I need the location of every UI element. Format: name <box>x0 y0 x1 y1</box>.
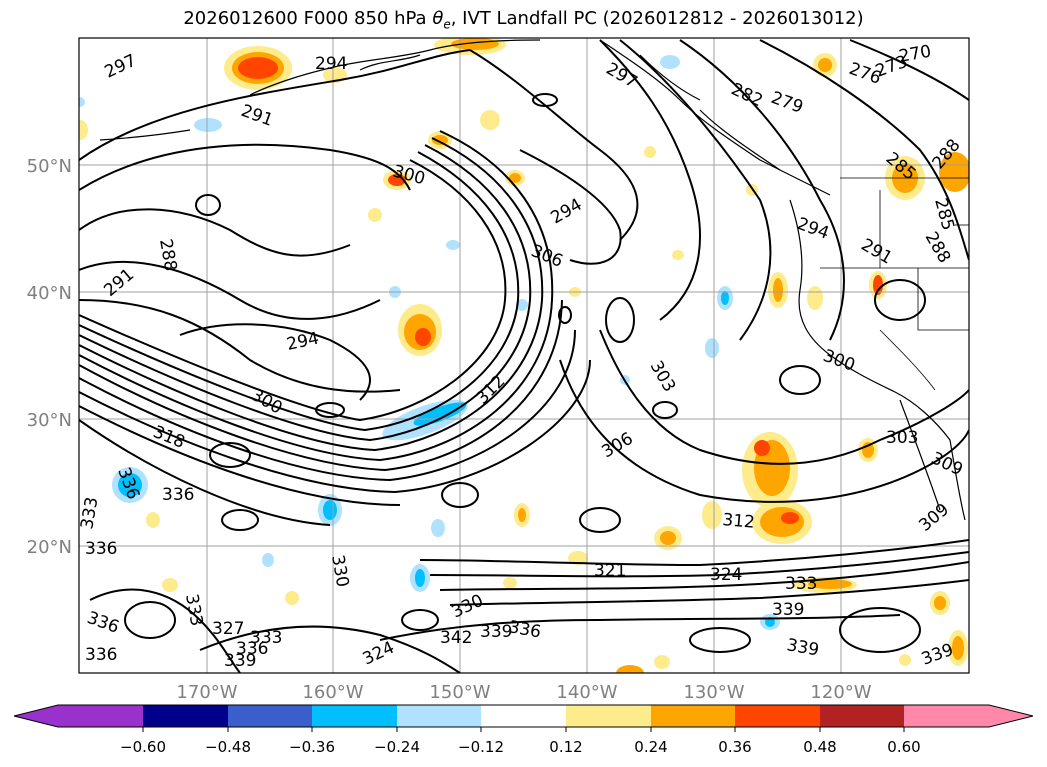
lon-label: 150°W <box>429 682 490 703</box>
coastlines <box>99 39 966 521</box>
lat-label: 20°N <box>27 537 72 558</box>
colorbar-segment <box>58 705 143 727</box>
colorbar-tick-label: 0.60 <box>887 738 920 756</box>
lon-label: 120°W <box>810 682 871 703</box>
contour-label: 312 <box>722 510 756 533</box>
colorbar-segment <box>566 705 651 727</box>
lon-label: 140°W <box>556 682 617 703</box>
lat-label: 40°N <box>27 283 72 304</box>
contour-label: 336 <box>85 539 117 559</box>
colorbar-tick-label: −0.60 <box>120 738 166 756</box>
colorbar-segment <box>904 705 989 727</box>
colorbar-segment <box>228 705 312 727</box>
lon-label: 130°W <box>683 682 744 703</box>
contour-label: 339 <box>772 600 804 620</box>
contour-label: 339 <box>224 651 256 671</box>
colorbar-tick-label: 0.12 <box>549 738 582 756</box>
lon-label: 170°W <box>176 682 237 703</box>
longitude-labels: 170°W 160°W 150°W 140°W 130°W 120°W <box>176 682 871 703</box>
contour-label: 321 <box>594 561 626 581</box>
colorbar-min-extension <box>14 705 58 727</box>
contour-label: 303 <box>886 428 918 448</box>
contour-label: 333 <box>77 495 102 530</box>
map-frame <box>78 37 970 674</box>
colorbar-max-extension <box>989 705 1033 727</box>
colorbar-tick-label: −0.36 <box>289 738 335 756</box>
colorbar-outline <box>13 704 1034 728</box>
map-title: 2026012600 F000 850 hPa θe, IVT Landfall… <box>183 8 864 32</box>
colorbar-tick-label: 0.24 <box>634 738 667 756</box>
negative-anomaly-shading <box>79 55 780 630</box>
latitude-labels: 50°N 40°N 30°N 20°N <box>27 156 72 558</box>
colorbar-tick-label: 0.36 <box>718 738 751 756</box>
colorbar-tick-label: −0.24 <box>374 738 420 756</box>
colorbar: −0.60 −0.48 −0.36 −0.24 −0.12 0.12 0.24 … <box>13 704 1034 756</box>
colorbar-segment <box>397 705 481 727</box>
contour-label: 333 <box>785 574 817 594</box>
contour-label: 339 <box>480 622 512 642</box>
colorbar-segment <box>143 705 228 727</box>
contour-label: 294 <box>315 54 347 74</box>
state-borders <box>820 177 969 391</box>
lat-label: 50°N <box>27 156 72 177</box>
contour-label: 342 <box>440 628 472 648</box>
contour-label: 336 <box>236 639 268 659</box>
contour-label: 327 <box>212 619 244 639</box>
lon-label: 160°W <box>302 682 363 703</box>
colorbar-segment <box>312 705 397 727</box>
colorbar-tick-label: 0.48 <box>803 738 836 756</box>
colorbar-segment <box>820 705 904 727</box>
colorbar-tick-label: −0.48 <box>205 738 251 756</box>
colorbar-segment <box>651 705 735 727</box>
colorbar-segment <box>735 705 820 727</box>
contour-label: 336 <box>162 485 194 505</box>
colorbar-segment <box>481 705 566 727</box>
colorbar-tick-label: −0.12 <box>458 738 504 756</box>
theta-e-contours <box>79 39 969 673</box>
contour-label: 324 <box>710 565 742 585</box>
contour-label: 333 <box>250 628 282 648</box>
lat-label: 30°N <box>27 410 72 431</box>
map-plot-area: 297 294 291 288 291 294 300 300 294 306 … <box>77 38 969 673</box>
contour-label: 336 <box>85 645 117 665</box>
